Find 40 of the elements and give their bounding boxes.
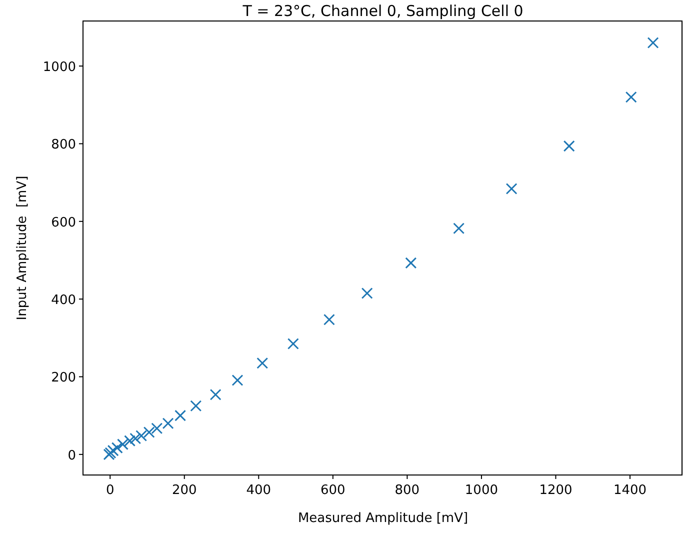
point	[124, 435, 136, 447]
point	[116, 438, 128, 450]
point	[174, 410, 186, 422]
y-tick-label: 0	[68, 448, 76, 464]
point	[361, 287, 373, 299]
point	[405, 257, 417, 269]
x-tick-label: 0	[106, 483, 114, 498]
point	[136, 430, 148, 442]
point	[563, 140, 575, 152]
x-tick-label: 600	[320, 483, 346, 498]
x-tick-label: 200	[172, 483, 197, 498]
point	[107, 444, 119, 456]
point	[210, 388, 222, 400]
y-tick-label: 200	[51, 370, 76, 386]
point	[151, 422, 163, 434]
x-tick-label: 1400	[613, 483, 647, 498]
point	[232, 374, 244, 386]
y-axis-title: Input Amplitude [mV]	[15, 176, 30, 320]
point	[323, 314, 335, 326]
x-tick-label: 400	[246, 483, 272, 498]
y-tick-label: 600	[51, 215, 76, 230]
point	[625, 91, 637, 103]
point	[130, 432, 142, 444]
point	[162, 418, 174, 430]
x-tick-label: 1200	[539, 483, 572, 498]
y-tick-label: 800	[51, 138, 76, 153]
point	[287, 338, 299, 350]
x-tick-label: 1000	[464, 483, 498, 498]
y-tick-label: 400	[51, 293, 76, 308]
point	[453, 222, 465, 234]
x-tick-label: 800	[394, 483, 420, 498]
point	[190, 400, 202, 412]
point	[256, 357, 268, 369]
point	[506, 183, 518, 195]
y-tick-label: 1000	[42, 60, 76, 76]
point	[143, 426, 155, 438]
chart-title: T = 23°C, Channel 0, Sampling Cell 0	[242, 2, 524, 20]
point	[111, 442, 123, 454]
x-axis-title: Measured Amplitude [mV]	[298, 511, 468, 526]
point	[647, 37, 659, 48]
